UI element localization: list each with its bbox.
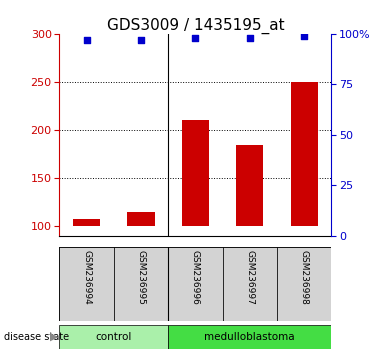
Bar xyxy=(291,82,318,227)
Bar xyxy=(277,247,331,321)
Bar xyxy=(182,120,209,227)
Text: disease state: disease state xyxy=(4,332,69,342)
Point xyxy=(83,37,90,42)
Point xyxy=(247,35,253,40)
Point xyxy=(192,35,198,40)
Point xyxy=(301,33,307,39)
Bar xyxy=(59,247,114,321)
Bar xyxy=(73,219,100,227)
Bar xyxy=(127,212,155,227)
Text: GSM236998: GSM236998 xyxy=(300,251,309,306)
Bar xyxy=(223,247,277,321)
Text: ▶: ▶ xyxy=(50,332,58,342)
Point xyxy=(138,37,144,42)
Text: medulloblastoma: medulloblastoma xyxy=(205,332,295,342)
Text: GSM236997: GSM236997 xyxy=(245,251,254,306)
Bar xyxy=(168,325,331,349)
Text: GSM236996: GSM236996 xyxy=(191,251,200,306)
Title: GDS3009 / 1435195_at: GDS3009 / 1435195_at xyxy=(106,17,284,34)
Bar xyxy=(59,325,168,349)
Bar xyxy=(168,247,223,321)
Bar xyxy=(236,144,264,227)
Bar xyxy=(114,247,168,321)
Text: GSM236994: GSM236994 xyxy=(82,251,91,305)
Text: control: control xyxy=(96,332,132,342)
Text: GSM236995: GSM236995 xyxy=(136,251,146,306)
